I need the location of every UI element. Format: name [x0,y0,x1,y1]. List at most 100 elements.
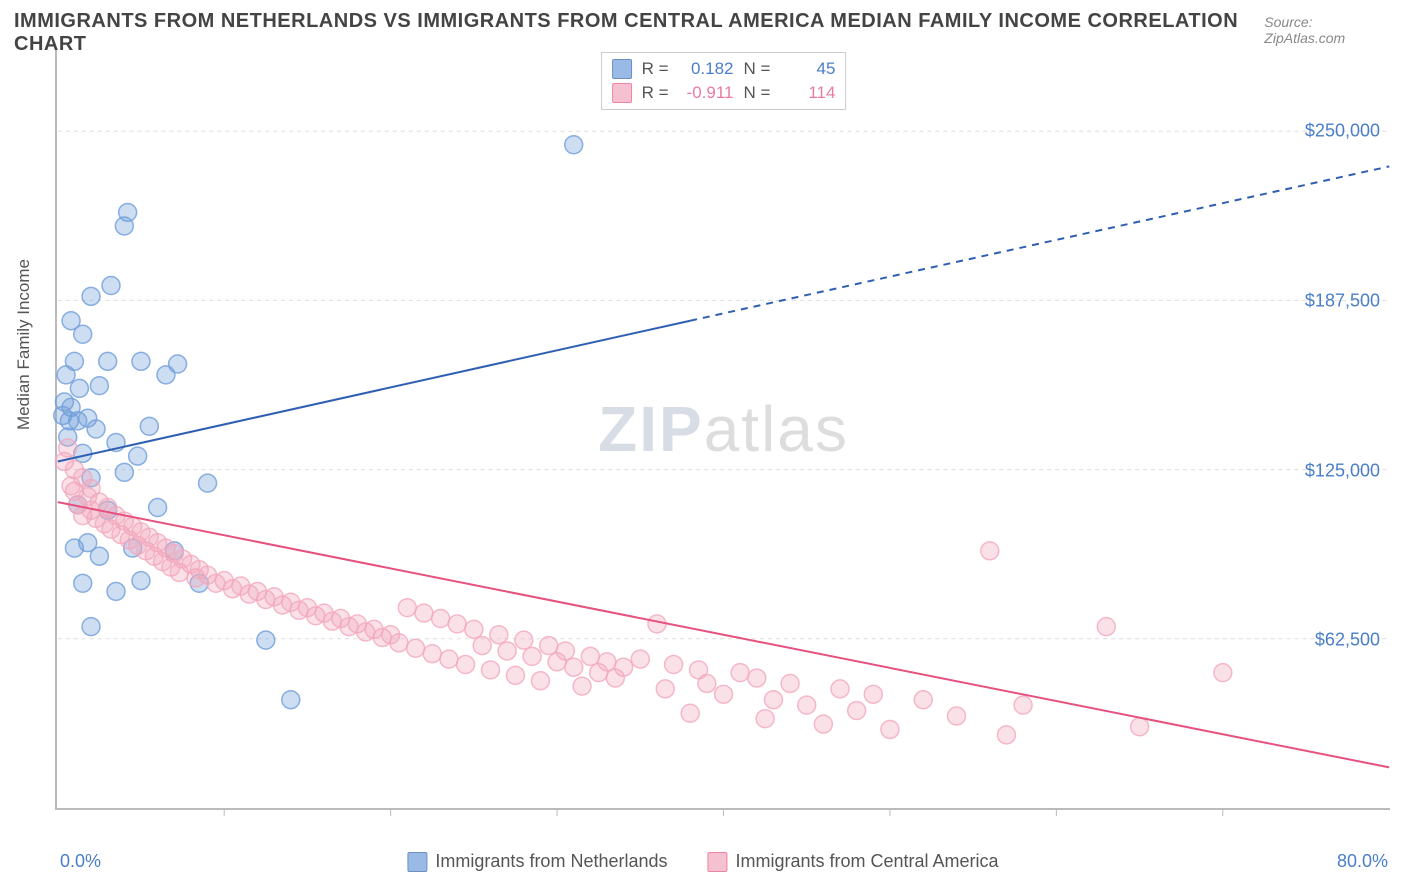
n-value-netherlands: 45 [780,59,835,79]
scatter-point [90,377,108,395]
scatter-point [457,656,475,674]
scatter-point [715,685,733,703]
scatter-point [748,669,766,687]
scatter-plot-svg [57,50,1390,808]
n-value-central-america: 114 [780,83,835,103]
scatter-point [698,674,716,692]
scatter-point [74,574,92,592]
scatter-point [102,277,120,295]
scatter-point [498,642,516,660]
scatter-point [665,656,683,674]
scatter-point [390,634,408,652]
scatter-point [1097,618,1115,636]
scatter-point [70,379,88,397]
scatter-point [948,707,966,725]
y-tick-label: $187,500 [1305,291,1380,312]
scatter-point [490,626,508,644]
swatch-netherlands-icon [407,852,427,872]
y-tick-label: $125,000 [1305,460,1380,481]
scatter-point [59,439,77,457]
scatter-point [407,639,425,657]
r-label: R = [642,59,669,79]
scatter-point [831,680,849,698]
swatch-netherlands [612,59,632,79]
legend-item-netherlands: Immigrants from Netherlands [407,851,667,872]
trend-line-extrapolated [690,166,1389,320]
y-tick-label: $62,500 [1315,630,1380,651]
scatter-point [731,664,749,682]
scatter-point [565,658,583,676]
scatter-point [981,542,999,560]
scatter-point [132,572,150,590]
scatter-point [482,661,500,679]
scatter-point [140,417,158,435]
scatter-point [257,631,275,649]
n-label: N = [744,83,771,103]
scatter-point [531,672,549,690]
scatter-point [129,447,147,465]
scatter-point [119,203,137,221]
scatter-point [565,136,583,154]
trend-line [58,321,690,462]
scatter-point [1014,696,1032,714]
correlation-legend: R = 0.182 N = 45 R = -0.911 N = 114 [601,52,847,110]
r-value-central-america: -0.911 [679,83,734,103]
legend-row-central-america: R = -0.911 N = 114 [612,81,836,105]
scatter-point [648,615,666,633]
scatter-point [65,352,83,370]
scatter-point [523,647,541,665]
scatter-point [814,715,832,733]
scatter-point [598,653,616,671]
scatter-point [90,547,108,565]
scatter-point [99,352,117,370]
scatter-point [82,287,100,305]
scatter-point [199,474,217,492]
legend-label-netherlands: Immigrants from Netherlands [435,851,667,872]
r-value-netherlands: 0.182 [679,59,734,79]
r-label: R = [642,83,669,103]
y-tick-label: $250,000 [1305,121,1380,142]
scatter-point [149,499,167,517]
x-axis-min-label: 0.0% [60,851,101,872]
scatter-point [465,620,483,638]
scatter-point [656,680,674,698]
scatter-point [881,721,899,739]
scatter-point [398,599,416,617]
scatter-point [1131,718,1149,736]
swatch-central-america-icon [708,852,728,872]
scatter-point [756,710,774,728]
scatter-point [764,691,782,709]
scatter-point [432,610,450,628]
scatter-point [82,618,100,636]
scatter-point [573,677,591,695]
scatter-point [282,691,300,709]
y-axis-label: Median Family Income [14,259,34,430]
scatter-point [169,355,187,373]
scatter-point [997,726,1015,744]
scatter-point [781,674,799,692]
scatter-point [581,647,599,665]
scatter-point [74,325,92,343]
scatter-point [848,702,866,720]
swatch-central-america [612,83,632,103]
scatter-point [440,650,458,668]
scatter-point [115,463,133,481]
legend-label-central-america: Immigrants from Central America [736,851,999,872]
chart-plot-area: R = 0.182 N = 45 R = -0.911 N = 114 ZIPa… [55,50,1390,810]
scatter-point [556,642,574,660]
n-label: N = [744,59,771,79]
legend-item-central-america: Immigrants from Central America [708,851,999,872]
trend-line [58,502,1389,767]
scatter-point [448,615,466,633]
series-legend: Immigrants from Netherlands Immigrants f… [407,851,998,872]
scatter-point [798,696,816,714]
scatter-point [540,637,558,655]
scatter-point [506,666,524,684]
scatter-point [631,650,649,668]
scatter-point [864,685,882,703]
scatter-point [132,352,150,370]
x-axis-max-label: 80.0% [1337,851,1388,872]
scatter-point [681,704,699,722]
scatter-point [87,420,105,438]
scatter-point [615,658,633,676]
